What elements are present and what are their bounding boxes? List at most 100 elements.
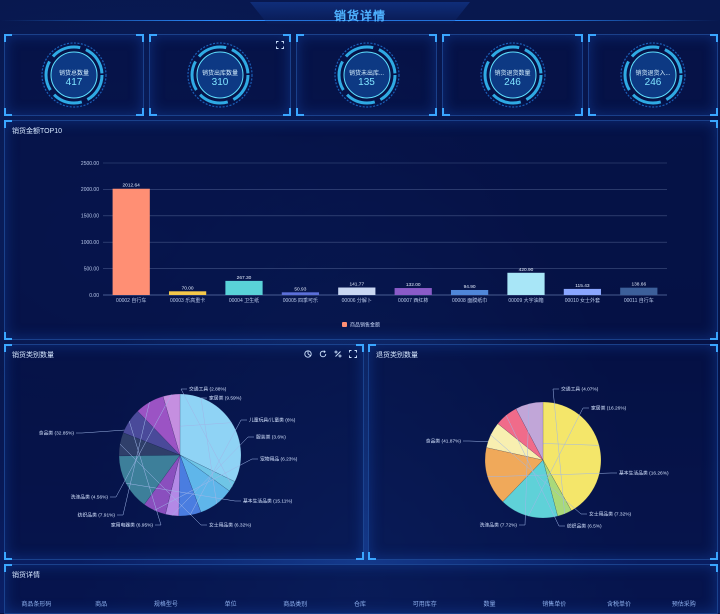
pie-leader-line [189,419,247,516]
kpi-ring-icon [187,42,253,108]
pie-slice-label: 纺织品类 (6.5%) [567,523,602,530]
bar-value-label: 267.30 [237,275,252,281]
legend-label: 商品销售金额 [350,322,380,329]
y-tick-label: 2500.00 [81,161,99,167]
kpi-ring-icon [620,42,686,108]
y-tick-label: 1000.00 [81,240,99,246]
kpi-ring-icon [41,42,107,108]
y-tick-label: 0.00 [89,293,99,299]
pie-slice [162,393,181,456]
panel-title: 销货类别数量 [12,352,54,359]
y-tick-label: 500.00 [84,266,100,272]
kpi-value: 135 [358,77,375,88]
detail-table-header: 商品条形码 商品 规格型号 单位 商品类别 仓库 可用库存 数量 销售单价 含税… [4,598,716,612]
pie-slice-label: 家用电器类 (6.95%) [111,522,154,529]
x-tick-label: 00010 女士外套 [565,297,600,304]
bar [281,292,320,295]
pie-slice-label: 食品类 (41.87%) [426,438,462,445]
x-tick-label: 00008 面膜纸巾 [452,297,487,304]
kpi-card-outbound: 销货出库数量 310 [149,34,291,116]
kpi-value: 246 [504,77,521,88]
pie-leader-line [110,394,172,498]
fullscreen-icon[interactable] [276,41,284,49]
y-tick-label: 2000.00 [81,187,99,193]
column-header[interactable]: 商品条形码 [21,602,52,608]
pie-slice-label: 基本生活品类 (16.26%) [619,470,669,477]
column-header[interactable]: 预估采购 [671,602,696,608]
column-header[interactable]: 仓库 [354,602,367,608]
bar-value-label: 141.77 [349,282,364,288]
column-header[interactable]: 含税单价 [606,602,631,608]
bar [225,280,263,295]
x-tick-label: 00005 四季可乐 [283,297,318,304]
pie-slice-label: 纺织品类 (7.91%) [78,512,116,519]
pie-leader-line [463,440,600,446]
x-tick-label: 00011 自行车 [624,297,654,304]
bar [338,287,376,295]
x-tick-label: 00003 乐高重卡 [170,297,205,304]
pie-leader-line [487,472,617,478]
x-tick-label: 00009 大宇油箱 [508,297,543,304]
bar-value-label: 115.43 [575,283,590,289]
pie-leader-line [129,421,162,526]
panel-title: 销货金额TOP10 [12,128,63,135]
column-header[interactable]: 可用库存 [412,602,437,608]
pie-leader-line [490,434,587,515]
pie-slice-label: 洗涤品类 (4.56%) [71,494,109,501]
page-title: 销货详情 [333,9,386,23]
pie-slice-label: 女士用品类 (6.32%) [209,522,252,529]
kpi-value: 246 [644,77,662,88]
column-header[interactable]: 单位 [224,602,237,608]
pie-leader-line [180,388,233,487]
kpi-label: 销货出库数量 [201,71,238,77]
pie-slice-label: 家居类 (9.59%) [209,395,242,402]
pie-slice-label: 交通工具 (4.07%) [561,386,599,393]
pie-chart-icon[interactable] [304,350,312,358]
pie-leader-line [125,482,241,502]
pie-leader-line [119,443,207,526]
bar [507,272,545,295]
pie-slice-label: 女士用品类 (7.32%) [589,511,632,518]
kpi-label: 销货退货入... [635,71,671,77]
pie-slice-label: 儿童玩具/儿童类 (6%) [249,417,296,424]
bar-chart-panel: 销货金额TOP10 0.00 500.00 1000.00 1500.00 2000.0… [4,120,718,340]
bar-chart: 0.00 500.00 1000.00 1500.00 2000.00 2500.00 20… [81,161,667,329]
column-header[interactable]: 数量 [483,602,496,608]
pie-slice [502,459,558,519]
refresh-icon[interactable] [319,350,327,358]
kpi-ring-icon [333,42,400,108]
panel-title: 销货详情 [12,572,40,579]
column-header[interactable]: 商品 [95,602,108,608]
kpi-value: 310 [211,77,229,88]
bar [563,288,602,295]
percent-icon[interactable] [334,350,342,358]
panel-title: 退货类别数量 [376,352,418,359]
pie-slice-label: 洗涤品类 (7.72%) [480,522,518,529]
pie-leader-line [505,415,565,527]
x-tick-label: 00002 自行车 [116,297,146,304]
pie-slice-label: 服装类 (3.6%) [256,434,286,441]
kpi-label: 销货未出库... [348,71,384,77]
pie-leader-line [200,397,217,504]
bar-value-label: 70.00 [182,285,194,291]
kpi-ring-icon [479,42,546,108]
kpi-card-pending: 销货未出库... 135 [296,34,437,116]
bar-value-label: 138.66 [631,282,646,288]
pie-slice-label: 宠物用品 (6.23%) [260,456,298,463]
kpi-card-return: 销货退货数量 246 [442,34,583,116]
bar [450,289,489,295]
pie-slice-label: 家居类 (16.26%) [591,405,627,412]
pie-slice-label: 交通工具 (2.88%) [189,386,227,393]
pie-leader-line [76,422,232,434]
fullscreen-icon[interactable] [349,350,357,358]
column-header[interactable]: 规格型号 [153,602,178,608]
return-category-pie: 食品类 (41.87%) 交通工具 (4.07%) 家居类 (16.26%) 基本生活… [426,386,669,530]
kpi-card-return-inbound: 销货退货入... 246 [588,34,718,116]
pie-leader-line [519,403,530,526]
pie-leader-line [117,402,150,516]
y-tick-label: 1500.00 [81,214,99,220]
column-header[interactable]: 商品类别 [283,602,308,608]
column-header[interactable]: 销售单价 [542,602,567,608]
pie-leader-line [528,407,589,517]
bar-value-label: 132.00 [406,282,421,288]
